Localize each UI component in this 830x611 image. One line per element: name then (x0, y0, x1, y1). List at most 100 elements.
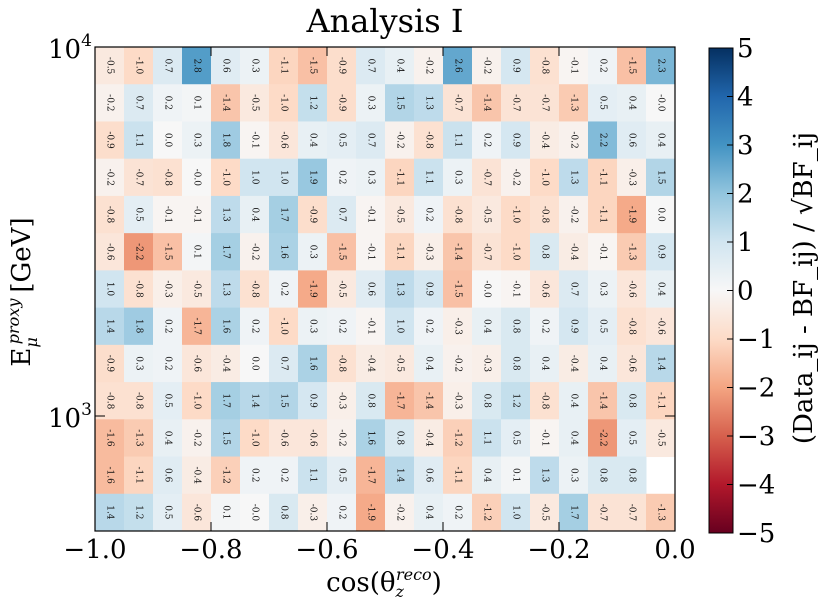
heatmap-cell (153, 158, 183, 197)
cell-value: -0.5 (540, 504, 550, 522)
cell-value: -1.1 (395, 243, 405, 260)
heatmap-cell (472, 419, 502, 458)
heatmap-cell (240, 307, 270, 346)
cell-value: -0.2 (105, 169, 115, 186)
heatmap-cell (472, 344, 502, 383)
heatmap-cell (414, 456, 444, 495)
cell-value: -1.5 (308, 57, 318, 75)
heatmap-cell (443, 270, 473, 309)
cell-value: -1.4 (453, 243, 463, 261)
colorbar-tick-label: −4 (737, 471, 775, 501)
cell-value: -0.1 (598, 243, 608, 260)
colorbar-tick-label: −5 (737, 519, 775, 549)
heatmap-cell (559, 270, 589, 309)
x-tick-label: −0.2 (527, 535, 590, 565)
heatmap-cell (240, 121, 270, 160)
cell-value: 0.8 (540, 245, 550, 260)
heatmap-cell (153, 344, 183, 383)
cell-value: -0.5 (105, 57, 115, 75)
heatmap-cell (588, 382, 618, 420)
cell-value: -1.1 (598, 169, 608, 186)
heatmap-cell (646, 493, 676, 532)
heatmap-cell (95, 158, 125, 197)
cell-value: 0.4 (308, 133, 318, 148)
heatmap-cell (95, 195, 125, 234)
cell-value: 0.4 (627, 96, 637, 111)
heatmap-cell (153, 419, 183, 458)
heatmap-cell (211, 233, 241, 271)
cell-value: -0.8 (163, 169, 173, 187)
cell-value: 1.5 (221, 431, 231, 446)
heatmap-cell (211, 344, 241, 383)
cell-value: 0.5 (134, 207, 144, 222)
cell-value: -1.2 (453, 429, 463, 446)
x-tick-label: −0.4 (411, 535, 474, 565)
cell-value: 0.1 (192, 245, 202, 259)
cell-value: 0.5 (337, 468, 347, 483)
cell-value: -0.4 (366, 355, 376, 373)
y-axis-label: Eμproxy[GeV] (4, 217, 41, 366)
cell-value: -1.0 (221, 169, 231, 187)
cell-value: 1.5 (395, 96, 405, 111)
heatmap-cell (646, 233, 676, 271)
colorbar-tick-label: −3 (737, 422, 775, 452)
cell-value: 0.2 (163, 356, 173, 370)
cell-value: -0.1 (192, 206, 202, 223)
cell-value: 0.4 (569, 394, 579, 409)
heatmap-cell (530, 456, 560, 495)
heatmap-cell (269, 382, 299, 420)
cell-value: -0.6 (627, 280, 637, 298)
cell-value: -0.3 (424, 243, 434, 261)
heatmap-cell (559, 121, 589, 160)
cell-value: 0.9 (511, 133, 521, 148)
heatmap-cell (385, 419, 415, 458)
cell-value: -1.1 (453, 466, 463, 483)
heatmap-cell (182, 344, 212, 383)
heatmap-cell (124, 121, 154, 160)
heatmap-cell (356, 270, 386, 309)
cell-value: -1.0 (192, 392, 202, 410)
cell-value: -1.4 (424, 392, 434, 410)
cell-value: 0.2 (598, 58, 608, 72)
heatmap-cells: -0.5 -1.0 0.7 2.8 0.6 0.3 -1.1 -1.5 -0.9 0.7 0.4 -0… (95, 47, 676, 532)
cell-value: 0.2 (337, 505, 347, 519)
heatmap-cell (153, 270, 183, 309)
heatmap-cell (327, 344, 357, 383)
heatmap-cell (414, 121, 444, 160)
cell-value: -0.1 (366, 206, 376, 223)
cell-value: -0.8 (540, 206, 550, 224)
heatmap-cell (385, 493, 415, 532)
heatmap-cell (182, 493, 212, 532)
cell-value: 1.5 (656, 170, 666, 185)
cell-value: 1.4 (656, 356, 666, 371)
heatmap-cell (588, 233, 618, 271)
cell-value: -0.3 (482, 355, 492, 373)
cell-value: 0.2 (279, 468, 289, 482)
heatmap-cell (443, 307, 473, 346)
cell-value: 1.7 (569, 505, 579, 520)
heatmap-cell (182, 158, 212, 197)
cell-value: -0.8 (540, 57, 550, 75)
heatmap-cell (530, 158, 560, 197)
cell-value: -1.1 (656, 392, 666, 409)
x-axis-label: cos(θzreco) (326, 565, 442, 601)
cell-value: 0.2 (424, 319, 434, 333)
cell-value: 1.3 (540, 468, 550, 483)
cell-value: -1.6 (105, 429, 115, 447)
heatmap-cell (240, 233, 270, 271)
cell-value: -0.4 (569, 355, 579, 373)
heatmap-cell (385, 195, 415, 234)
cell-value: 1.2 (308, 96, 318, 110)
heatmap-cell (501, 493, 531, 532)
cell-value: 1.3 (395, 282, 405, 297)
cell-value: 0.1 (192, 96, 202, 110)
cell-value: 0.7 (337, 207, 347, 222)
heatmap-cell (153, 47, 183, 85)
cell-value: 0.8 (279, 505, 289, 520)
heatmap-cell (182, 419, 212, 458)
cell-value: 0.4 (540, 356, 550, 371)
cell-value: -0.7 (453, 94, 463, 112)
cell-value: -0.4 (221, 355, 231, 373)
heatmap-cell (327, 195, 357, 234)
heatmap-cell (95, 344, 125, 383)
